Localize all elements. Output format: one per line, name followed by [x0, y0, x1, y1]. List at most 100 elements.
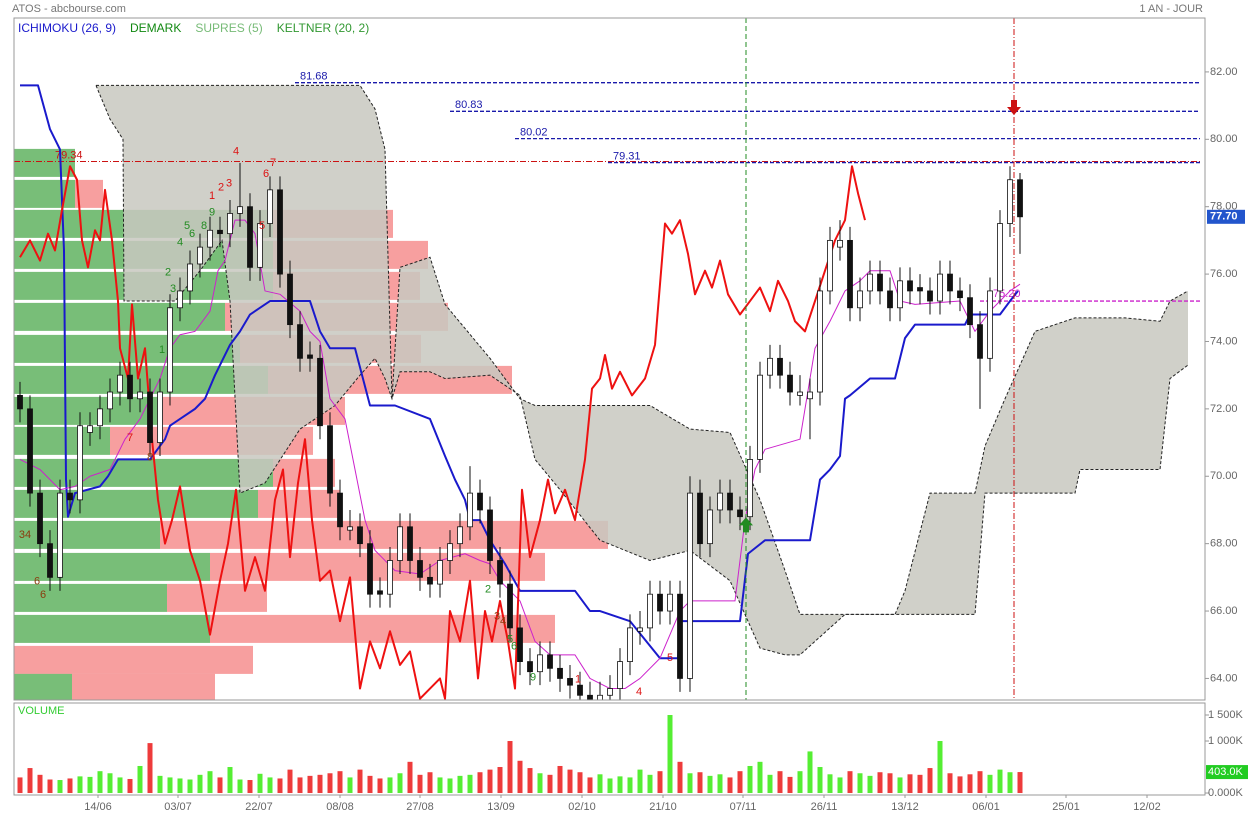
profile-buy — [14, 673, 72, 700]
volume-panel — [17, 715, 1023, 794]
candle-body — [867, 273, 873, 292]
volume-bar — [307, 775, 313, 794]
profile-buy — [14, 614, 210, 643]
candle-body — [237, 206, 243, 214]
volume-bar — [687, 773, 693, 794]
volume-bar — [287, 769, 293, 794]
demark-count: 2 — [218, 182, 224, 194]
candle-body — [947, 273, 953, 292]
volume-bar — [277, 778, 283, 794]
y-tick-label: 68.00 — [1210, 538, 1238, 550]
profile-buy — [14, 396, 160, 425]
volume-bar — [537, 773, 543, 794]
volume-bar — [417, 774, 423, 794]
volume-bar — [777, 771, 783, 794]
indicator-line — [19, 219, 1021, 690]
volume-bar — [697, 772, 703, 794]
volume-bar — [327, 773, 333, 794]
volume-bar — [507, 741, 513, 794]
volume-bar — [667, 715, 673, 794]
cloud-lower — [95, 85, 1189, 656]
volume-bar — [117, 777, 123, 794]
demark-count: 6 — [263, 168, 269, 180]
demark-count: 1 — [159, 344, 165, 356]
candle-body — [247, 206, 253, 268]
volume-bar — [767, 774, 773, 794]
candle-body — [417, 560, 423, 578]
volume-bar — [897, 777, 903, 794]
candle-body — [167, 307, 173, 393]
volume-bar — [27, 768, 33, 794]
volume-bar — [907, 774, 913, 794]
volume-bar — [827, 774, 833, 794]
volume-bar — [917, 774, 923, 794]
x-tick-label: 21/10 — [649, 801, 677, 813]
demark-count: 5 — [259, 220, 265, 232]
volume-bar — [527, 768, 533, 794]
demark-count: 8 — [201, 220, 207, 232]
candle-body — [147, 391, 153, 443]
candle-body — [297, 324, 303, 359]
x-tick-label: 03/07 — [164, 801, 192, 813]
volume-bar — [717, 774, 723, 794]
volume-bar — [157, 775, 163, 794]
demark-count: 2 — [485, 584, 491, 596]
profile-sell — [72, 673, 215, 700]
demark-count: 7 — [127, 432, 133, 444]
cloud-upper — [96, 84, 1189, 615]
volume-bar — [1007, 772, 1013, 794]
volume-bar — [247, 780, 253, 794]
candle-body — [387, 560, 393, 595]
volume-bar — [197, 774, 203, 794]
volume-bar — [807, 751, 813, 794]
volume-bar — [517, 760, 523, 794]
demark-count: 1 — [575, 674, 581, 686]
x-tick-label: 22/07 — [245, 801, 273, 813]
profile-sell — [258, 489, 340, 518]
y-tick-label: 72.00 — [1210, 403, 1238, 415]
y-tick-label: 0.000K — [1208, 787, 1244, 799]
candle-body — [957, 290, 963, 299]
demark-count: 34 — [19, 529, 31, 541]
candle-body — [877, 273, 883, 292]
candle-body — [307, 354, 313, 359]
volume-bar — [227, 767, 233, 794]
candle-body — [177, 290, 183, 309]
candle-body — [1017, 179, 1023, 218]
candle-body — [397, 526, 403, 561]
demark-count: 3 — [494, 611, 500, 623]
volume-bar — [837, 777, 843, 794]
candle-body — [87, 425, 93, 433]
candle-body — [447, 543, 453, 561]
candle-body — [677, 593, 683, 679]
x-tick-label: 25/01 — [1052, 801, 1080, 813]
candle-body — [737, 509, 743, 518]
indicator-label: DEMARK — [130, 21, 182, 35]
volume-bar — [1017, 772, 1023, 794]
demark-count: 6 — [189, 228, 195, 240]
candle-body — [497, 560, 503, 585]
x-tick-label: 13/12 — [891, 801, 919, 813]
candle-body — [577, 684, 583, 696]
candle-body — [127, 374, 133, 400]
x-tick-label: 12/02 — [1133, 801, 1161, 813]
candle-body — [787, 374, 793, 393]
demark-count: 9 — [209, 207, 215, 219]
volume-bar — [847, 771, 853, 794]
volume-bar — [947, 773, 953, 794]
x-tick-label: 27/08 — [406, 801, 434, 813]
y-tick-label: 1 500K — [1208, 709, 1244, 721]
volume-bar — [817, 767, 823, 794]
indicator-label: ICHIMOKU (26, 9) — [18, 21, 117, 35]
candle-body — [137, 391, 143, 400]
candle-body — [57, 492, 63, 578]
indicator-label: SUPRES (5) — [195, 21, 263, 35]
volume-bar — [37, 774, 43, 794]
candle-body — [507, 583, 513, 629]
volume-bar — [957, 776, 963, 794]
y-tick-label: 1 000K — [1208, 735, 1244, 747]
candle-body — [587, 694, 593, 700]
volume-bar — [547, 774, 553, 794]
